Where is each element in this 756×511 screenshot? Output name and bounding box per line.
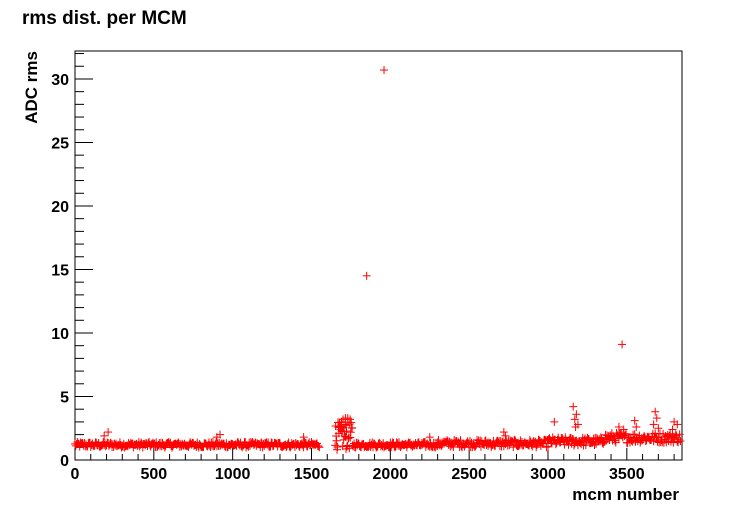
data-point [425, 433, 434, 442]
data-point [651, 407, 660, 416]
data-point [673, 420, 682, 429]
data-point [542, 443, 551, 452]
data-point [652, 414, 661, 423]
data-points [71, 66, 685, 454]
x-tick-label: 3000 [530, 466, 566, 483]
data-point [104, 428, 113, 437]
x-tick-label: 2500 [451, 466, 487, 483]
x-tick-label: 0 [71, 466, 80, 483]
data-point [590, 441, 599, 450]
data-point [315, 443, 324, 452]
data-point [676, 437, 685, 446]
data-point [572, 410, 581, 419]
data-point [570, 415, 579, 424]
y-axis: 0 5 10 15 20 25 30 [51, 53, 93, 470]
data-point [346, 415, 355, 424]
y-tick-label: 0 [60, 453, 69, 470]
data-point [348, 424, 357, 433]
data-point [668, 425, 677, 434]
data-point [333, 442, 342, 451]
y-tick-label: 20 [51, 199, 69, 216]
data-point [630, 430, 639, 439]
x-tick-label: 2000 [373, 466, 409, 483]
data-point [314, 442, 323, 451]
data-point [581, 441, 590, 450]
data-point [501, 431, 510, 440]
data-point [632, 422, 641, 431]
data-point [456, 436, 465, 445]
x-tick-label: 1500 [294, 466, 330, 483]
data-point [614, 422, 623, 431]
data-point [630, 416, 639, 425]
data-point [516, 436, 525, 445]
x-tick-label: 500 [140, 466, 167, 483]
data-point [619, 425, 628, 434]
data-point [160, 443, 169, 452]
data-point [654, 424, 663, 433]
y-tick-label: 30 [51, 72, 69, 89]
data-point [569, 402, 578, 411]
y-tick-label: 15 [51, 262, 69, 279]
y-axis-label: ADC rms [22, 51, 41, 124]
x-tick-label: 3500 [609, 466, 645, 483]
data-point [510, 435, 519, 444]
data-point [499, 428, 508, 437]
y-tick-label: 5 [60, 389, 69, 406]
data-point [610, 436, 619, 445]
data-point [212, 433, 221, 442]
data-point [380, 66, 389, 75]
y-tick-label: 25 [51, 135, 69, 152]
x-tick-label: 1000 [215, 466, 251, 483]
x-axis: 0 500 1000 1500 2000 2500 3000 3500 [71, 448, 675, 483]
data-point [100, 431, 109, 440]
data-point [299, 433, 308, 442]
x-axis-label: mcm number [572, 485, 679, 504]
data-point [342, 421, 351, 430]
chart-title: rms dist. per MCM [22, 8, 187, 29]
data-point [573, 420, 582, 429]
data-point [434, 435, 443, 444]
data-point [620, 431, 629, 440]
data-point [675, 430, 684, 439]
data-point [335, 422, 344, 431]
plot-frame [74, 50, 683, 461]
data-point [332, 436, 341, 445]
y-tick-label: 10 [51, 326, 69, 343]
data-point [362, 271, 371, 280]
data-point [596, 433, 605, 442]
data-point [550, 417, 559, 426]
plot-area: 0 500 1000 1500 2000 2500 3000 3500 0 5 10 15 20 25 3… [51, 50, 685, 483]
data-point [618, 340, 627, 349]
data-point [622, 429, 631, 438]
data-point [583, 433, 592, 442]
data-point [674, 435, 683, 444]
data-point [649, 420, 658, 429]
data-point [346, 428, 355, 437]
